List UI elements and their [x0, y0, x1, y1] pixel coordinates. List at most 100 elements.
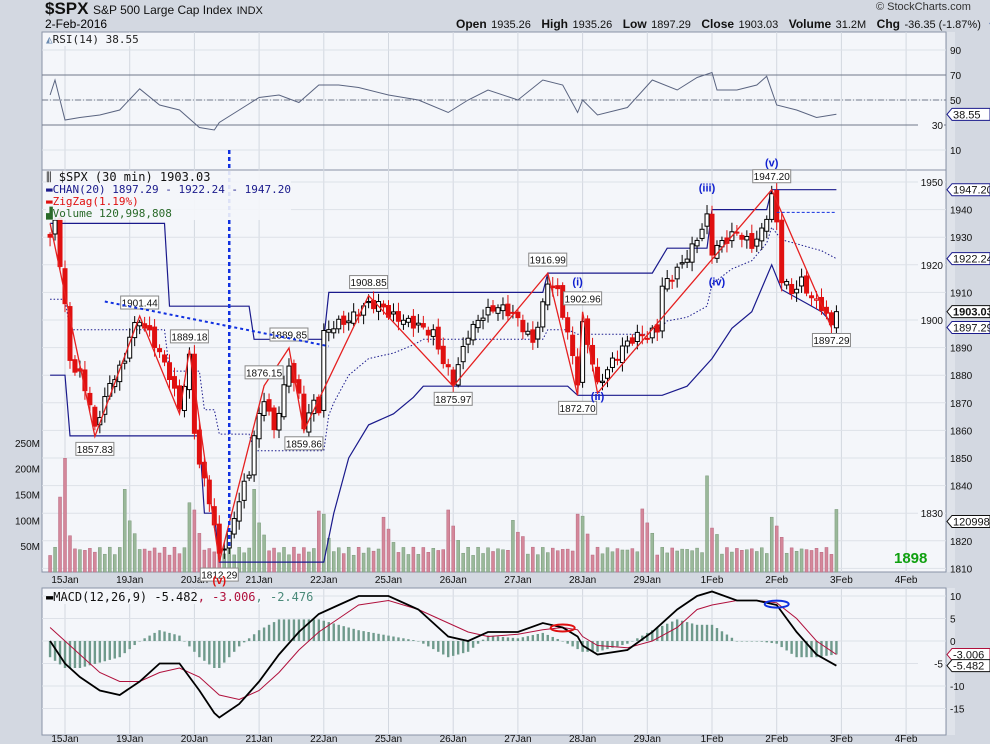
price-tick-label: 1900: [921, 316, 944, 327]
candle-body: [565, 317, 571, 333]
volume-bar: [526, 553, 530, 573]
candle-body: [400, 319, 406, 325]
macd-histogram-bar: [442, 641, 445, 655]
candle-body: [52, 219, 58, 235]
macd-histogram-bar: [705, 624, 709, 641]
channel-legend: CHAN(20) 1897.29 - 1922.24 - 1947.20: [52, 183, 292, 196]
candle-body: [157, 348, 163, 353]
candle-body: [739, 234, 745, 240]
macd-histogram-bar: [128, 641, 131, 650]
channel-lower-line: [50, 263, 837, 563]
macd-histogram-bar: [377, 633, 380, 641]
x-tick-label: 4Feb: [895, 575, 918, 586]
macd-histogram-bar: [68, 641, 72, 668]
macd-legend-value: MACD(12,26,9) -5.482: [53, 590, 198, 604]
macd-histogram-bar: [352, 628, 355, 641]
candle-body: [72, 359, 78, 373]
macd-histogram-bar: [755, 641, 758, 642]
macd-histogram-bar: [53, 641, 57, 661]
volume-bar: [585, 533, 590, 573]
volume-bar: [625, 549, 630, 573]
macd-histogram-bar: [272, 622, 276, 641]
volume-value: 31.2M: [835, 19, 867, 31]
x-tick-label-bottom: 28Jan: [569, 734, 596, 744]
candle-body: [425, 329, 431, 336]
volume-bar: [53, 547, 57, 573]
volume-bar: [675, 550, 679, 573]
macd-histogram-bar: [277, 619, 281, 641]
volume-bar: [197, 533, 202, 573]
candle-body: [47, 233, 53, 238]
volume-bar: [735, 548, 739, 573]
wave-label: (i): [572, 276, 583, 288]
macd-histogram-bar: [392, 636, 395, 641]
volume-bar: [446, 509, 450, 573]
x-tick-label-bottom: 26Jan: [440, 734, 467, 744]
volume-bar: [710, 527, 714, 573]
volume-bar: [506, 550, 510, 573]
price-tick-label: 1890: [950, 344, 973, 355]
volume-bar: [257, 522, 261, 573]
x-tick-label-bottom: 2Feb: [765, 734, 788, 744]
volume-bar: [406, 554, 411, 573]
macd-histogram-bar: [815, 641, 818, 658]
macd-histogram-bar: [93, 641, 97, 664]
volume-bar: [396, 552, 401, 573]
volume-bar: [615, 548, 620, 573]
candle-body: [331, 328, 337, 334]
volume-bar: [177, 553, 182, 573]
macd-histogram-bar: [203, 641, 206, 661]
volume-bar: [575, 513, 580, 573]
volume-tick-label: 150M: [15, 490, 40, 501]
low-value: 1897.29: [651, 19, 691, 31]
macd-histogram-bar: [287, 619, 291, 641]
x-tick-label-bottom: 29Jan: [634, 734, 661, 744]
candle-body: [659, 285, 665, 332]
candle-body: [764, 218, 770, 232]
volume-bar: [595, 546, 600, 573]
candle-body: [137, 321, 143, 327]
x-tick-label: 20Jan: [181, 575, 208, 586]
macd-histogram-bar: [252, 634, 256, 641]
candle-body: [271, 407, 277, 431]
candle-body: [784, 281, 790, 286]
volume-bar: [779, 537, 784, 573]
volume-bars-icon: ▟: [46, 207, 53, 220]
volume-bar: [187, 502, 192, 573]
macd-histogram-bar: [571, 641, 574, 647]
macd-histogram-bar: [417, 641, 420, 642]
macd-histogram-bar: [317, 619, 321, 641]
zigzag-label-box: [75, 441, 115, 456]
volume-bar: [725, 547, 729, 573]
rsi-flag-box: [946, 107, 990, 121]
volume-bar: [391, 542, 396, 573]
macd-line-icon: ▬: [46, 590, 54, 604]
dropdown-triangle-icon[interactable]: ▼: [987, 20, 990, 30]
candle-body: [769, 193, 775, 220]
candle-body: [191, 353, 197, 434]
candle-body: [744, 235, 750, 241]
macd-histogram-bar: [586, 641, 589, 652]
x-tick-label: 15Jan: [51, 575, 78, 586]
candle-body: [341, 315, 347, 325]
volume-bar: [546, 552, 550, 573]
volume-bar: [456, 540, 460, 573]
zigzag-label: 1876.15: [246, 368, 283, 379]
macd-histogram-bar: [466, 641, 470, 652]
macd-histogram-bar: [432, 641, 435, 650]
volume-bar: [804, 549, 809, 573]
zigzag-line: [49, 188, 832, 563]
macd-histogram-bar: [262, 627, 266, 641]
macd-histogram-bar: [327, 622, 330, 641]
zigzag-label: 1875.97: [435, 395, 472, 406]
candle-body: [57, 217, 63, 267]
macd-histogram-bar: [183, 641, 186, 642]
volume-bar: [789, 547, 794, 573]
volume-bar: [481, 553, 485, 573]
macd-histogram-bar: [218, 641, 221, 668]
volume-bar: [431, 548, 436, 573]
volume-label: Volume: [788, 17, 832, 31]
volume-bar: [122, 489, 127, 573]
volume-bar: [466, 547, 470, 573]
candle-body: [455, 364, 461, 386]
